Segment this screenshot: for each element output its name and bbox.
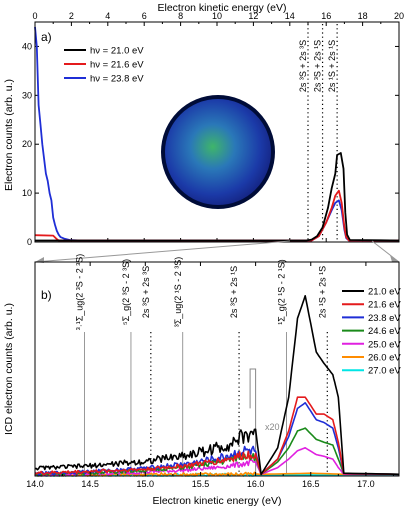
panel-b-legend: 21.0 eV 21.6 eV 23.8 eV 24.6 eV 25.0 eV 26.0 … <box>342 287 401 377</box>
panel-b-legend-entry: 26.0 eV <box>368 353 401 364</box>
zoom-bracket <box>249 368 257 476</box>
connector-arrow-right <box>390 255 399 262</box>
panel-a-xtick-label: 14 <box>285 11 295 21</box>
panel-b-annotation: ¹Σ_g(2 ¹S - 2 ¹S) <box>276 259 286 325</box>
zoom-connector-left <box>34 240 291 263</box>
panel-a-ytick-label: 0 <box>27 237 32 247</box>
panel-b-annotation: ³˒¹Σ_ug(2 ³S - 2 ³S) <box>75 254 85 331</box>
panel-a-xlabel: Electron kinetic energy (eV) <box>158 2 287 14</box>
panel-b-legend-entry: 21.6 eV <box>368 300 401 311</box>
panel-b-legend-entry: 21.0 eV <box>368 287 401 298</box>
panel-a-frame <box>34 21 400 243</box>
panel-b-series-line <box>34 427 400 477</box>
detector-image <box>161 95 275 209</box>
magnification-label: x20 <box>265 422 280 432</box>
panel-b-xtick-label: 17.0 <box>357 479 375 489</box>
panel-a-ytick-label: 20 <box>22 139 32 149</box>
panel-a-xtick-label: 0 <box>32 11 37 21</box>
panel-b-xtick-label: 15.5 <box>192 479 210 489</box>
panel-b-series-line <box>34 396 400 476</box>
panel-b-annotation: 2s ³S + 2s ³S <box>141 266 151 318</box>
panel-a-annotation: 2s ³S + 2s ³S <box>298 40 308 92</box>
panel-b-frame <box>34 261 400 477</box>
panel-a-xtick-label: 20 <box>394 11 404 21</box>
panel-a-xtick-label: 2 <box>69 11 74 21</box>
panel-a-legend-entry: hν = 21.0 eV <box>90 46 144 57</box>
panel-a-xtick-label: 12 <box>248 11 258 21</box>
panel-b-xtick-label: 14.0 <box>26 479 44 489</box>
panel-a-legend-entry: hν = 23.8 eV <box>90 74 144 85</box>
panel-a-xtick-label: 6 <box>142 11 147 21</box>
panel-a-annotation: 2s ³S + 2s ¹S <box>313 40 323 92</box>
panel-a-xtick-label: 16 <box>321 11 331 21</box>
panel-b: ³˒¹Σ_ug(2 ³S - 2 ³S) ⁵Σ_g(2 ³S - 2 ³S) 2s … <box>3 254 401 507</box>
panel-b-annotation: ³Σ_ug(2 ¹S - 2 ³S) <box>173 257 183 328</box>
panel-a-xtick-label: 18 <box>358 11 368 21</box>
panel-a-xtick-label: 4 <box>105 11 110 21</box>
panel-b-ylabel: ICD electron counts (arb. u.) <box>3 303 15 435</box>
panel-a-ylabel: Electron counts (arb. u.) <box>3 79 15 191</box>
panel-b-annotation: ⁵Σ_g(2 ³S - 2 ³S) <box>121 259 131 325</box>
panel-b-xtick-label: 14.5 <box>81 479 99 489</box>
panel-b-annotation: 2s ¹S + 2s ¹S <box>317 266 327 318</box>
panel-a-series-line <box>34 26 399 242</box>
panel-a-ytick-label: 40 <box>22 41 32 51</box>
panel-b-annotation: 2s ³S + 2s ¹S <box>229 266 239 318</box>
panel-b-xtick-label: 16.5 <box>302 479 320 489</box>
panel-a-legend: hν = 21.0 eV hν = 21.6 eV hν = 23.8 eV <box>64 46 144 85</box>
panel-b-label: b) <box>41 288 52 302</box>
panel-b-legend-entry: 23.8 eV <box>368 313 401 324</box>
panel-a-ytick-label: 30 <box>22 90 32 100</box>
panel-b-xlabel: Electron kinetic energy (eV) <box>153 495 282 507</box>
panel-b-series-line <box>34 295 400 476</box>
panel-b-xtick-label: 15.0 <box>137 479 155 489</box>
panel-b-legend-entry: 25.0 eV <box>368 339 401 350</box>
panel-a-xtick-label: 8 <box>178 11 183 21</box>
panel-b-legend-entry: 27.0 eV <box>368 366 401 377</box>
panel-b-xtick-label: 16.0 <box>247 479 265 489</box>
panel-a-annotation: 2s ¹S + 2s ¹S <box>327 40 337 92</box>
panel-b-series-line <box>34 447 399 477</box>
panel-b-legend-entry: 24.6 eV <box>368 326 401 337</box>
panel-a-legend-entry: hν = 21.6 eV <box>90 60 144 71</box>
zoom-connector-right <box>371 240 400 263</box>
panel-a-xtick-label: 10 <box>212 11 222 21</box>
panel-a: Electron kinetic energy (eV) 0 2 4 6 8 10 12 14… <box>3 2 404 247</box>
panel-a-ytick-label: 10 <box>22 188 32 198</box>
panel-a-label: a) <box>41 30 52 44</box>
panel-a-series-line <box>34 189 399 242</box>
panel-a-series-line <box>35 152 400 242</box>
